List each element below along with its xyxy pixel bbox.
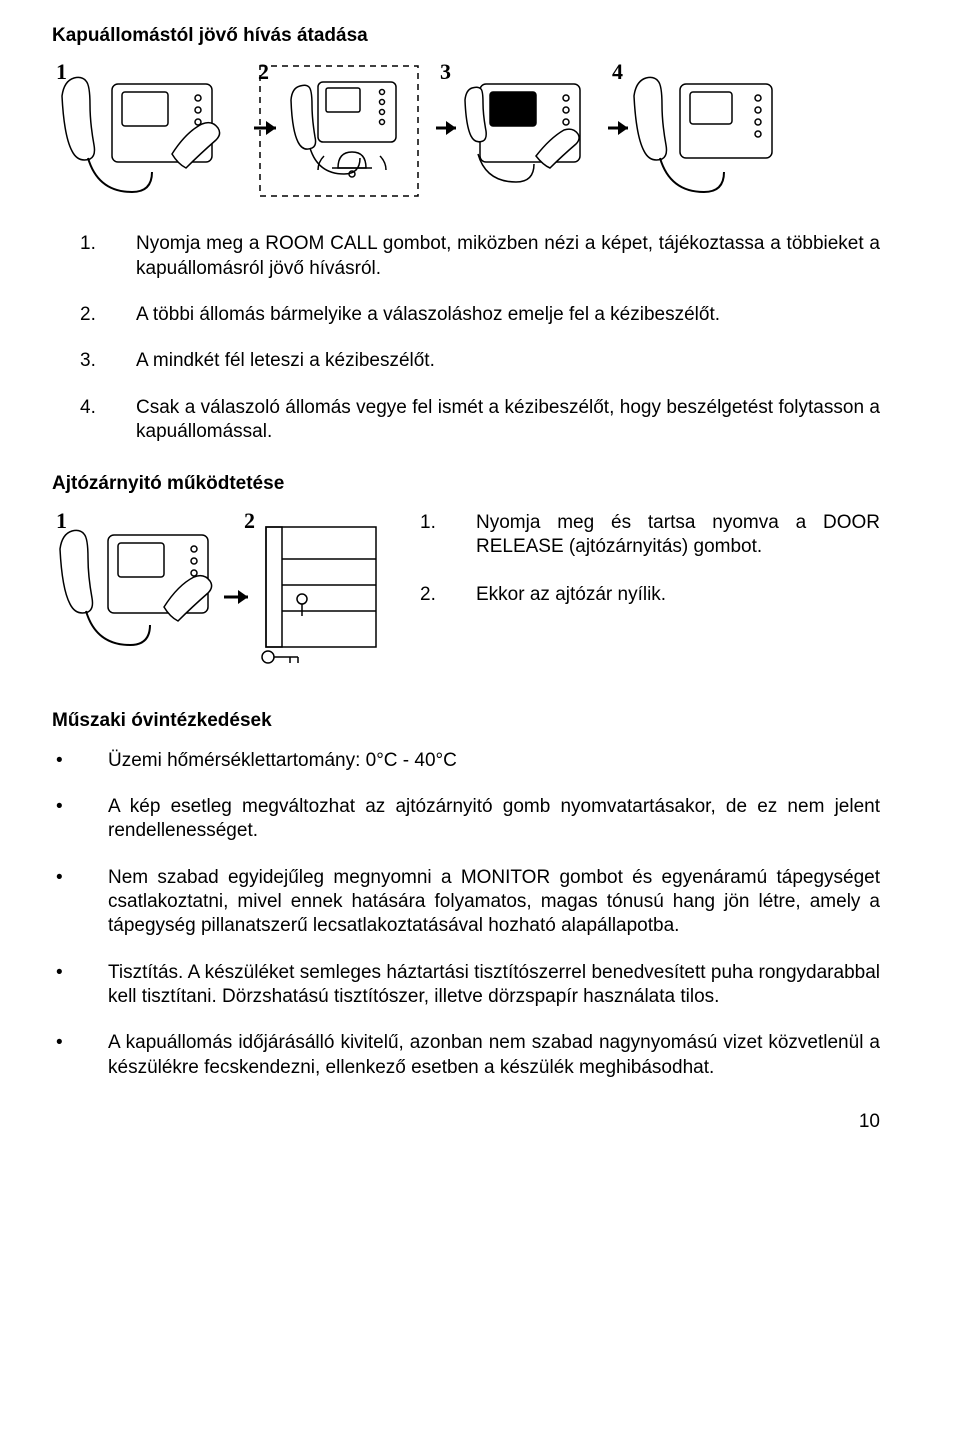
section-heading-door-release: Ajtózárnyitó működtetése [52,472,880,496]
list-call-transfer: 1. Nyomja meg a ROOM CALL gombot, miközb… [80,232,880,444]
hang-up-icon [436,58,596,208]
door-release-icon [52,507,392,677]
bullet-icon: • [52,961,108,1010]
list-item: • Üzemi hőmérséklettartomány: 0°C - 40°C [52,749,880,773]
list-item: 3. A mindkét fél leteszi a kézibeszélőt. [80,349,880,373]
figure-row-call-transfer: 1 2 [52,58,880,208]
list-item: 2. A többi állomás bármelyike a válaszol… [80,303,880,327]
list-item-number: 1. [420,511,476,560]
second-station-ring-icon [254,58,424,208]
list-item: • A kapuállomás időjárásálló kivitelű, a… [52,1031,880,1080]
list-item-text: Ekkor az ajtózár nyílik. [476,583,880,607]
figure-panel-2: 2 [254,58,424,208]
list-item: • Tisztítás. A készüléket semleges házta… [52,961,880,1010]
list-item-text: A kép esetleg megváltozhat az ajtózárnyi… [108,795,880,844]
list-precautions: • Üzemi hőmérséklettartomány: 0°C - 40°C… [52,749,880,1080]
figure-panel-3: 3 [436,58,596,208]
figure-number-2: 2 [258,58,269,86]
list-item: 4. Csak a válaszoló állomás vegye fel is… [80,396,880,445]
list-item-text: Csak a válaszoló állomás vegye fel ismét… [136,396,880,445]
figure-number-4: 4 [612,58,623,86]
figure-number-1: 1 [56,58,67,86]
figure-panel-4: 4 [608,58,778,208]
figure-number-3: 3 [440,58,451,86]
figure-door-release: 1 2 [52,507,392,677]
door-release-block: 1 2 [52,507,880,677]
list-item: 1. Nyomja meg és tartsa nyomva a DOOR RE… [420,511,880,560]
figure-panel-1: 1 [52,58,242,208]
list-item-text: Nem szabad egyidejűleg megnyomni a MONIT… [108,866,880,939]
page-number: 10 [80,1110,880,1134]
list-door-release: 1. Nyomja meg és tartsa nyomva a DOOR RE… [420,507,880,632]
list-item-number: 4. [80,396,136,445]
list-item-number: 2. [420,583,476,607]
monitor-handset-icon [52,58,242,208]
list-item-number: 3. [80,349,136,373]
bullet-icon: • [52,1031,108,1080]
list-item-text: Nyomja meg és tartsa nyomva a DOOR RELEA… [476,511,880,560]
section-heading-call-transfer: Kapuállomástól jövő hívás átadása [52,24,880,48]
list-item-text: A kapuállomás időjárásálló kivitelű, azo… [108,1031,880,1080]
figure-number-door-1: 1 [56,507,67,535]
bullet-icon: • [52,749,108,773]
list-item: • Nem szabad egyidejűleg megnyomni a MON… [52,866,880,939]
list-item-text: A mindkét fél leteszi a kézibeszélőt. [136,349,880,373]
pick-up-again-icon [608,58,778,208]
list-item: 1. Nyomja meg a ROOM CALL gombot, miközb… [80,232,880,281]
bullet-icon: • [52,795,108,844]
bullet-icon: • [52,866,108,939]
list-item-number: 1. [80,232,136,281]
list-item-text: Nyomja meg a ROOM CALL gombot, miközben … [136,232,880,281]
figure-number-door-2: 2 [244,507,255,535]
section-heading-precautions: Műszaki óvintézkedések [52,709,880,733]
list-item: 2. Ekkor az ajtózár nyílik. [420,583,880,607]
list-item-text: A többi állomás bármelyike a válaszolásh… [136,303,880,327]
list-item-number: 2. [80,303,136,327]
list-item-text: Tisztítás. A készüléket semleges háztart… [108,961,880,1010]
list-item-text: Üzemi hőmérséklettartomány: 0°C - 40°C [108,749,880,773]
list-item: • A kép esetleg megváltozhat az ajtózárn… [52,795,880,844]
